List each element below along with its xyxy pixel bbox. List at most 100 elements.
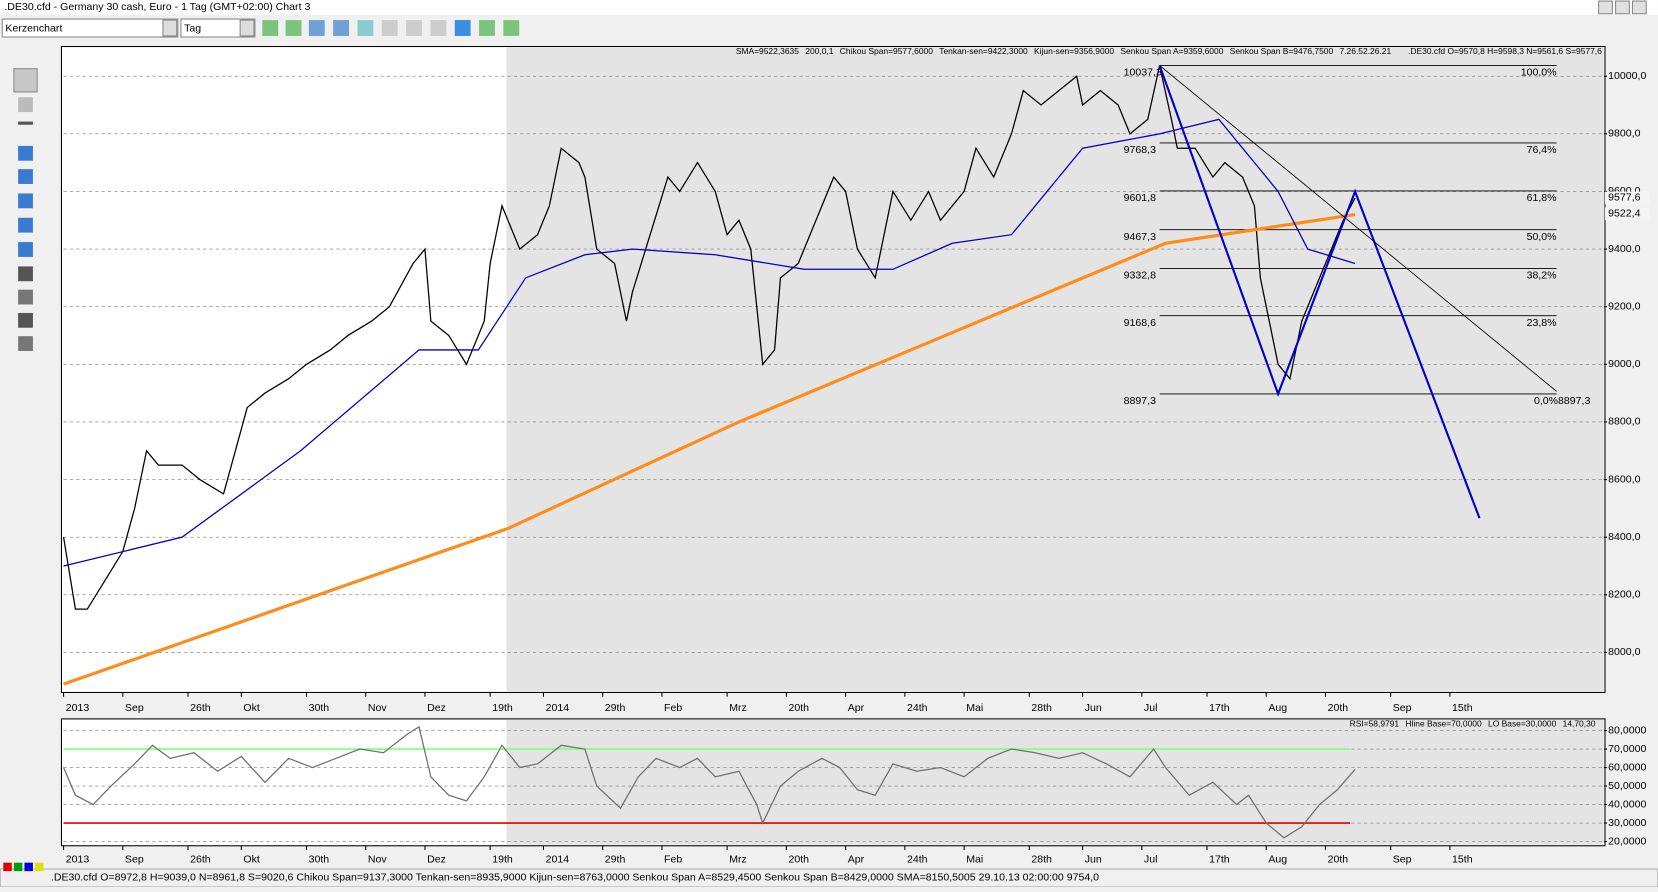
x-tick-label: Feb <box>664 702 682 714</box>
period-dropdown[interactable] <box>180 18 256 38</box>
legend-entry: 7.26.52.26.21 <box>1340 46 1392 56</box>
legend-entry: Senkou Span B=9476,7500 <box>1230 46 1334 56</box>
tool-icon[interactable] <box>285 20 302 36</box>
minimize-button[interactable] <box>1598 0 1613 15</box>
y-tick-label: 20,0000 <box>1608 835 1646 847</box>
color-swatch <box>35 862 44 872</box>
trend-line <box>1159 65 1557 392</box>
tool-icon[interactable] <box>430 20 447 36</box>
legend-entry: Senkou Span A=9359,6000 <box>1120 46 1223 56</box>
x-tick-label: Apr <box>848 702 865 714</box>
legend-entry: Hline Base=70,0000 <box>1405 718 1482 728</box>
chart-type: Kerzenchart <box>5 22 62 34</box>
tool-button[interactable] <box>18 336 33 351</box>
tool-button[interactable] <box>18 145 33 161</box>
window-buttons <box>1598 0 1647 15</box>
x-tick-label: Mai <box>966 853 983 865</box>
y-tick-label: 8400,0 <box>1608 531 1640 543</box>
x-tick-label: Jul <box>1144 853 1158 865</box>
legend-entry: Tenkan-sen=9422,3000 <box>939 46 1028 56</box>
legend-entry: Chikou Span=9577,6000 <box>840 46 933 56</box>
x-tick-label: 20th <box>788 702 809 714</box>
tool-button[interactable] <box>18 289 33 305</box>
y-tick-label: 8200,0 <box>1608 589 1640 601</box>
x-tick-label: Mrz <box>729 702 747 714</box>
x-tick-label: Sep <box>1393 853 1412 865</box>
x-tick-label: 20th <box>1328 853 1349 865</box>
tool-button[interactable] <box>18 193 33 209</box>
tool-button[interactable] <box>18 312 33 328</box>
drawing-tools <box>13 68 38 351</box>
x-tick-label: 26th <box>190 853 211 865</box>
status-text: .DE30.cfd O=8972,8 H=9039,0 N=8961,8 S=9… <box>51 871 1099 883</box>
tool-icon[interactable] <box>406 20 422 36</box>
fibonacci-percent: 23,8% <box>1527 317 1558 329</box>
fibonacci-percent: 50,0% <box>1527 231 1558 243</box>
x-tick-label: Dez <box>427 702 446 714</box>
x-tick-label: 2013 <box>66 853 90 865</box>
close-button[interactable] <box>1631 0 1647 15</box>
fibonacci-value: 8897,3 <box>1124 395 1156 407</box>
maximize-button[interactable] <box>1615 0 1630 15</box>
dropdown-arrow[interactable] <box>239 19 255 37</box>
period: Tag <box>184 22 201 34</box>
x-tick-label: Nov <box>368 853 388 865</box>
tool-icon[interactable] <box>503 20 520 36</box>
x-tick-label: Feb <box>664 853 682 865</box>
price-tag <box>1604 207 1650 221</box>
fibonacci-percent: 100,0% <box>1521 67 1557 79</box>
x-tick-label: Jun <box>1085 702 1102 714</box>
series-line <box>62 65 1356 610</box>
tool-button[interactable] <box>18 266 33 282</box>
fibonacci-value: 9467,3 <box>1124 231 1156 243</box>
x-tick-label: Jul <box>1144 702 1158 714</box>
y-tick-label: 10000,0 <box>1608 70 1646 82</box>
tool-icon[interactable] <box>308 20 325 36</box>
tool-button[interactable] <box>18 242 33 257</box>
dropdown-arrow[interactable] <box>162 19 178 37</box>
x-tick-label: 2013 <box>66 702 90 714</box>
color-swatch <box>13 862 23 872</box>
history-shade <box>506 719 1604 845</box>
tool-icon[interactable] <box>262 20 279 36</box>
fibonacci-percent: 61,8% <box>1527 192 1558 204</box>
x-tick-label: 30th <box>309 702 330 714</box>
x-tick-label: 26th <box>190 702 211 714</box>
fibonacci-value: 9168,6 <box>1124 317 1156 329</box>
y-tick-label: 9000,0 <box>1608 358 1640 370</box>
chart-header: .DE30.cfd O=9570,8 H=9598,3 N=9561,6 S=9… <box>1408 46 1602 56</box>
price-tag-label: 9522,4 <box>1608 208 1640 220</box>
x-tick-label: 30th <box>309 853 330 865</box>
tool-icon[interactable] <box>479 20 495 36</box>
x-tick-label: Sep <box>125 853 144 865</box>
x-tick-label: 28th <box>1031 702 1052 714</box>
y-tick-label: 80,0000 <box>1608 724 1646 736</box>
tool-icon[interactable] <box>381 20 398 36</box>
series-line <box>63 212 1356 686</box>
price-tag <box>1604 191 1650 205</box>
x-tick-label: 15th <box>1452 702 1473 714</box>
chart-type-dropdown[interactable] <box>1 18 179 38</box>
x-tick-label: 20th <box>788 853 809 865</box>
x-tick-label: 15th <box>1452 853 1473 865</box>
fibonacci-value: 9332,8 <box>1124 270 1156 282</box>
x-tick-label: 17th <box>1209 702 1230 714</box>
legend-entry: 200,0,1 <box>805 46 833 56</box>
x-tick-label: 24th <box>907 702 928 714</box>
x-tick-label: Sep <box>125 702 144 714</box>
tool-icon[interactable] <box>357 20 374 36</box>
tool-button[interactable] <box>13 68 38 93</box>
tool-icon[interactable] <box>333 20 350 36</box>
fibonacci-value: 10037,3 <box>1124 67 1162 79</box>
tool-button[interactable] <box>18 121 33 125</box>
x-tick-label: 24th <box>907 853 928 865</box>
tool-button[interactable] <box>18 217 33 233</box>
tool-button[interactable] <box>18 169 33 184</box>
tool-button[interactable] <box>18 97 33 113</box>
window-title: .DE30.cfd - Germany 30 cash, Euro - 1 Ta… <box>4 1 310 13</box>
fibonacci-value: 9601,8 <box>1124 192 1156 204</box>
series-line <box>62 725 1356 839</box>
tool-icon[interactable] <box>454 20 471 36</box>
y-tick-label: 8000,0 <box>1608 646 1640 658</box>
